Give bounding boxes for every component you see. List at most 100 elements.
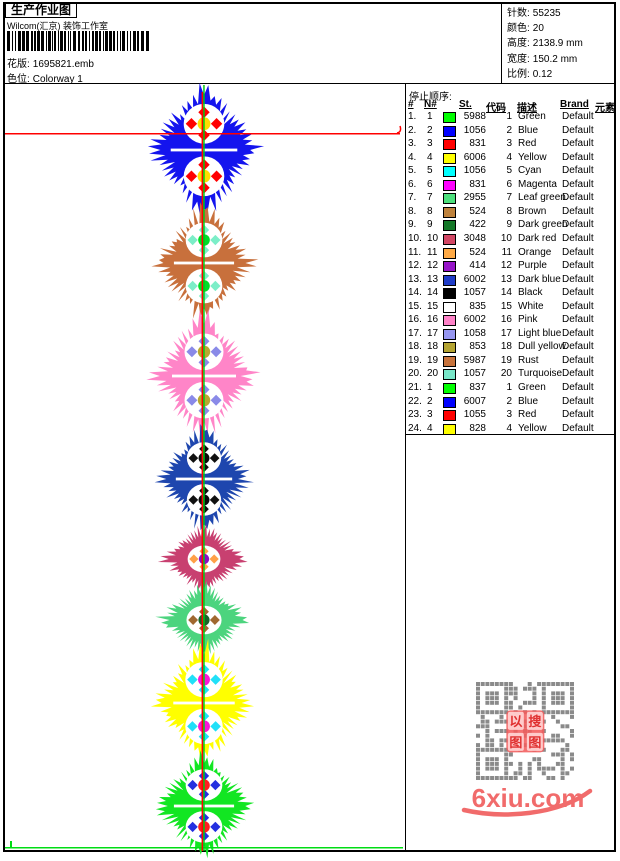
- row-index: 6.: [408, 178, 417, 190]
- colorway-line: 色位: Colorway 1: [7, 70, 86, 85]
- needle-number: 17: [427, 327, 439, 339]
- color-code: 10: [500, 232, 512, 244]
- row-index: 14.: [408, 287, 422, 299]
- table-row: 13. 13 6002 13 Dark blue Default: [405, 273, 616, 287]
- row-index: 21.: [408, 382, 422, 393]
- thread-color-swatch: [443, 315, 456, 327]
- needle-number: 4: [427, 422, 433, 434]
- thread-color-swatch: [443, 139, 456, 151]
- thread-color-swatch: [443, 247, 456, 259]
- table-row: 20. 20 1057 20 Turquoise Default: [405, 367, 616, 381]
- thread-brand: Default: [562, 273, 594, 285]
- thread-brand: Default: [562, 192, 594, 204]
- color-description: Dull yellow: [518, 341, 566, 353]
- colorway-value: Colorway 1: [32, 74, 83, 85]
- color-code: 11: [501, 246, 512, 258]
- row-index: 10.: [408, 232, 422, 244]
- svg-text:搜: 搜: [528, 714, 542, 729]
- color-code: 12: [500, 260, 512, 272]
- watermark-domain: 6xiu.com: [471, 783, 585, 813]
- table-row: 8. 8 524 8 Brown Default: [405, 205, 616, 219]
- stitch-count: 1058: [463, 327, 486, 339]
- row-index: 23.: [408, 409, 422, 421]
- table-row: 23. 3 1055 3 Red Default: [405, 408, 616, 422]
- panel-left-border: [405, 84, 406, 851]
- row-index: 4.: [408, 151, 417, 163]
- thread-brand: Default: [562, 341, 594, 353]
- table-row: 4. 4 6006 4 Yellow Default: [405, 151, 616, 165]
- color-description: Turquoise: [518, 368, 563, 380]
- motif-body: [155, 750, 255, 859]
- col-header-index: #: [408, 99, 414, 110]
- thread-brand: Default: [562, 111, 594, 122]
- thread-color-swatch: [443, 383, 456, 394]
- page-title: 生产作业图: [5, 3, 78, 18]
- needle-number: 19: [427, 354, 439, 366]
- color-code: 19: [500, 354, 512, 366]
- stat-height: 高度: 2138.9 mm: [507, 38, 583, 50]
- svg-text:图: 图: [509, 735, 522, 750]
- stitch-count: 831: [469, 138, 486, 150]
- row-index: 15.: [408, 300, 422, 312]
- thread-brand: Default: [562, 246, 594, 258]
- color-code: 14: [500, 287, 512, 299]
- stop-sequence-title: 停止顺序:: [409, 92, 452, 103]
- thread-brand: Default: [562, 165, 594, 177]
- thread-brand: Default: [562, 422, 594, 434]
- needle-number: 18: [427, 341, 439, 353]
- motif-body: [151, 202, 259, 319]
- color-description: Black: [518, 287, 543, 299]
- table-row: 18. 18 853 18 Dull yellow Default: [405, 340, 616, 354]
- thread-color-swatch: [443, 152, 456, 164]
- needle-number: 1: [427, 111, 433, 122]
- center-axis-red: [201, 92, 204, 851]
- table-row: 17. 17 1058 17 Light blue Default: [405, 327, 616, 341]
- stitch-count: 835: [469, 300, 486, 312]
- thread-color-swatch: [443, 179, 456, 191]
- table-row: 16. 16 6002 16 Pink Default: [405, 313, 616, 327]
- stitch-count: 3048: [463, 232, 486, 244]
- stitch-count: 6002: [463, 273, 486, 285]
- stitch-count: 6002: [463, 314, 486, 326]
- needle-number: 6: [427, 178, 433, 190]
- color-code: 13: [500, 273, 512, 285]
- color-description: Magenta: [518, 178, 557, 190]
- table-bottom-divider: [406, 434, 616, 435]
- row-index: 8.: [408, 205, 417, 217]
- color-description: Rust: [518, 354, 539, 366]
- thread-color-swatch: [443, 355, 456, 367]
- header-vertical-divider: [501, 2, 502, 84]
- thread-brand: Default: [562, 205, 594, 217]
- stitch-count: 1057: [463, 368, 486, 380]
- needle-number: 4: [427, 151, 433, 163]
- stitch-count: 524: [469, 246, 486, 258]
- thread-brand: Default: [562, 151, 594, 163]
- row-index: 22.: [408, 395, 422, 407]
- color-code: 5: [506, 165, 512, 177]
- table-row: 3. 3 831 3 Red Default: [405, 137, 616, 151]
- color-description: Dark blue: [518, 273, 561, 285]
- thread-brand: Default: [562, 395, 594, 407]
- guide-line-start-tick: [10, 841, 12, 847]
- color-code: 3: [506, 409, 512, 421]
- color-code: 2: [506, 395, 512, 407]
- thread-color-swatch: [443, 342, 456, 354]
- color-code: 9: [506, 219, 512, 231]
- color-description: Brown: [518, 205, 547, 217]
- row-index: 20.: [408, 368, 422, 380]
- color-code: 4: [506, 151, 512, 163]
- thread-brand: Default: [562, 138, 594, 150]
- table-row: 1. 1 5988 1 Green Default: [405, 110, 616, 124]
- color-code: 8: [506, 205, 512, 217]
- row-index: 5.: [408, 165, 417, 177]
- thread-color-swatch: [443, 125, 456, 137]
- needle-number: 3: [427, 409, 433, 421]
- stitch-count: 853: [469, 341, 486, 353]
- colorway-label: 色位:: [7, 74, 30, 85]
- color-description: Pink: [518, 314, 538, 326]
- thread-color-swatch: [443, 206, 456, 218]
- row-index: 7.: [408, 192, 417, 204]
- row-index: 2.: [408, 124, 417, 136]
